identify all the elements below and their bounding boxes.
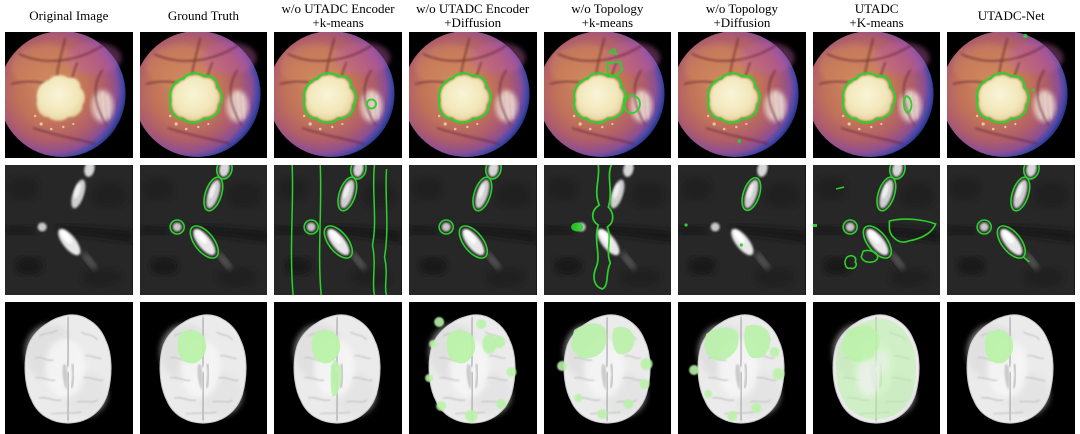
panel-brain-wo-topo-diff (678, 302, 806, 434)
panel-vessel-utadc-kmeans (812, 165, 941, 295)
column-header-wo-topology-diffusion: w/o Topology +Diffusion (678, 0, 806, 31)
column-headers: Original Image Ground Truth w/o UTADC En… (0, 0, 1080, 32)
column-header-original-image: Original Image (5, 7, 133, 23)
panel-grid (0, 32, 1080, 434)
header-line: UTADC-Net (977, 7, 1045, 23)
panel-brain-utadc-net (947, 302, 1075, 434)
header-line: Original Image (29, 7, 109, 23)
panel-fundus-utadc-kmeans (812, 32, 941, 158)
column-header-wo-utadc-encoder-kmeans: w/o UTADC Encoder +k-means (274, 0, 402, 31)
panel-brain-original (5, 302, 133, 434)
panel-vessel-wo-enc-diff (408, 165, 537, 295)
panel-vessel-wo-enc-kmeans (274, 165, 402, 295)
panel-fundus-wo-enc-kmeans (274, 32, 402, 158)
panel-fundus-original (5, 32, 133, 158)
column-header-ground-truth: Ground Truth (140, 7, 268, 23)
column-header-wo-utadc-encoder-diffusion: w/o UTADC Encoder +Diffusion (409, 0, 537, 31)
panel-vessel-utadc-net (947, 165, 1075, 295)
panel-brain-wo-enc-kmeans (274, 302, 402, 434)
header-line: +k-means (312, 15, 364, 30)
header-line: w/o UTADC Encoder (281, 0, 395, 16)
panel-brain-wo-topo-kmeans (543, 302, 672, 434)
panel-fundus-wo-topo-diff (678, 32, 806, 158)
panel-vessel-wo-topo-kmeans (543, 165, 672, 295)
header-line: Ground Truth (167, 7, 240, 23)
header-line: w/o Topology (705, 0, 779, 16)
header-line: +k-means (581, 15, 633, 30)
column-header-wo-topology-kmeans: w/o Topology +k-means (544, 0, 672, 31)
panel-fundus-ground-truth (139, 32, 268, 158)
panel-vessel-wo-topo-diff (678, 165, 806, 295)
panel-fundus-utadc-net (947, 32, 1075, 158)
header-line: +K-means (849, 15, 904, 30)
header-line: UTADC (854, 0, 899, 16)
column-header-utadc-net: UTADC-Net (947, 7, 1075, 23)
header-line: w/o Topology (571, 0, 644, 16)
panel-vessel-ground-truth (139, 165, 268, 295)
column-header-utadc-kmeans: UTADC +K-means (813, 0, 941, 31)
panel-fundus-wo-enc-diff (408, 32, 537, 158)
panel-brain-wo-enc-diff (408, 302, 537, 434)
panel-brain-utadc-kmeans (812, 302, 941, 434)
panel-fundus-wo-topo-kmeans (543, 32, 672, 158)
header-line: +Diffusion (713, 15, 771, 30)
header-line: +Diffusion (444, 15, 502, 30)
header-line: w/o UTADC Encoder (416, 0, 530, 16)
panel-brain-ground-truth (139, 302, 268, 434)
panel-vessel-original (5, 165, 133, 295)
